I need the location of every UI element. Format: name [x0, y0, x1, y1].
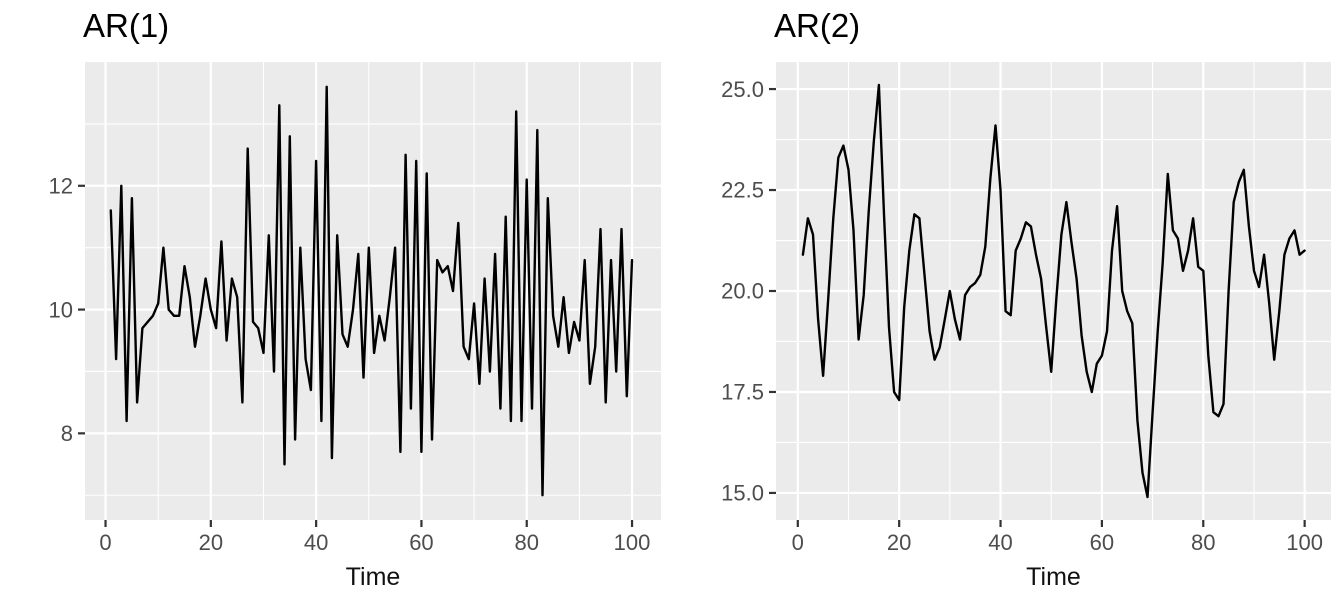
x-tick-label: 100: [614, 530, 651, 555]
x-tick-label: 20: [887, 530, 911, 555]
x-axis-title-right: Time: [1026, 563, 1081, 591]
y-tick-label: 22.5: [721, 178, 764, 203]
series-line: [801, 83, 1306, 499]
x-tick-label: 40: [988, 530, 1012, 555]
x-axis-title-left: Time: [345, 563, 401, 591]
y-tick-label: 10: [49, 297, 73, 322]
x-tick-label: 20: [199, 530, 223, 555]
plot-title-ar2: AR(2): [774, 7, 861, 44]
y-tick-label: 12: [49, 173, 73, 198]
panel-background: [85, 62, 661, 520]
y-tick-label: 8: [61, 421, 73, 446]
x-tick-label: 40: [304, 530, 328, 555]
y-tick-label: 17.5: [721, 380, 764, 405]
x-tick-label: 80: [514, 530, 538, 555]
x-tick-label: 60: [409, 530, 433, 555]
plot-title-ar1: AR(1): [83, 7, 170, 44]
x-tick-label: 0: [792, 530, 804, 555]
y-tick-label: 20.0: [721, 279, 764, 304]
y-tick-label: 15.0: [721, 481, 764, 506]
series-line: [109, 85, 634, 497]
x-tick-label: 0: [99, 530, 111, 555]
y-tick-label: 25.0: [721, 77, 764, 102]
x-tick-label: 80: [1191, 530, 1215, 555]
x-tick-label: 100: [1286, 530, 1323, 555]
x-tick-label: 60: [1090, 530, 1114, 555]
